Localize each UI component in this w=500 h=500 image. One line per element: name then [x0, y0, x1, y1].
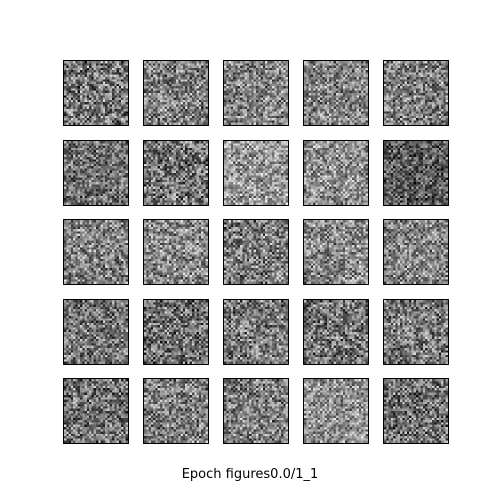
sample-tile-r0-c4 [383, 60, 449, 126]
sample-image [384, 61, 448, 125]
sample-tile-r2-c4 [383, 219, 449, 285]
sample-tile-r2-c0 [63, 219, 129, 285]
sample-tile-r2-c1 [143, 219, 209, 285]
sample-image [304, 141, 368, 205]
sample-tile-r0-c3 [303, 60, 369, 126]
sample-image [64, 141, 128, 205]
sample-image [224, 141, 288, 205]
sample-tile-r4-c2 [223, 378, 289, 444]
sample-image [224, 220, 288, 284]
sample-tile-r1-c4 [383, 140, 449, 206]
sample-image [384, 220, 448, 284]
sample-tile-r0-c1 [143, 60, 209, 126]
sample-tile-r1-c0 [63, 140, 129, 206]
sample-image [144, 61, 208, 125]
sample-image [144, 141, 208, 205]
sample-image [304, 61, 368, 125]
sample-image [144, 220, 208, 284]
sample-tile-r0-c0 [63, 60, 129, 126]
sample-tile-r0-c2 [223, 60, 289, 126]
sample-tile-r4-c3 [303, 378, 369, 444]
sample-tile-r3-c2 [223, 299, 289, 365]
sample-image [224, 300, 288, 364]
sample-image [384, 141, 448, 205]
sample-tile-r4-c1 [143, 378, 209, 444]
sample-tile-r1-c2 [223, 140, 289, 206]
sample-image [64, 379, 128, 443]
sample-image [304, 379, 368, 443]
sample-tile-r3-c1 [143, 299, 209, 365]
sample-image [224, 61, 288, 125]
sample-tile-r1-c3 [303, 140, 369, 206]
sample-image [144, 379, 208, 443]
sample-image [384, 300, 448, 364]
sample-tile-r4-c0 [63, 378, 129, 444]
sample-image [224, 379, 288, 443]
sample-tile-r2-c2 [223, 219, 289, 285]
sample-tile-r4-c4 [383, 378, 449, 444]
sample-tile-r1-c1 [143, 140, 209, 206]
sample-image [144, 300, 208, 364]
figure-caption: Epoch figures0.0/1_1 [181, 467, 319, 482]
sample-tile-r2-c3 [303, 219, 369, 285]
sample-tile-r3-c4 [383, 299, 449, 365]
sample-image [384, 379, 448, 443]
sample-image [64, 300, 128, 364]
sample-image [304, 300, 368, 364]
sample-image [64, 220, 128, 284]
sample-tile-r3-c0 [63, 299, 129, 365]
sample-tile-r3-c3 [303, 299, 369, 365]
sample-image [304, 220, 368, 284]
sample-image [64, 61, 128, 125]
